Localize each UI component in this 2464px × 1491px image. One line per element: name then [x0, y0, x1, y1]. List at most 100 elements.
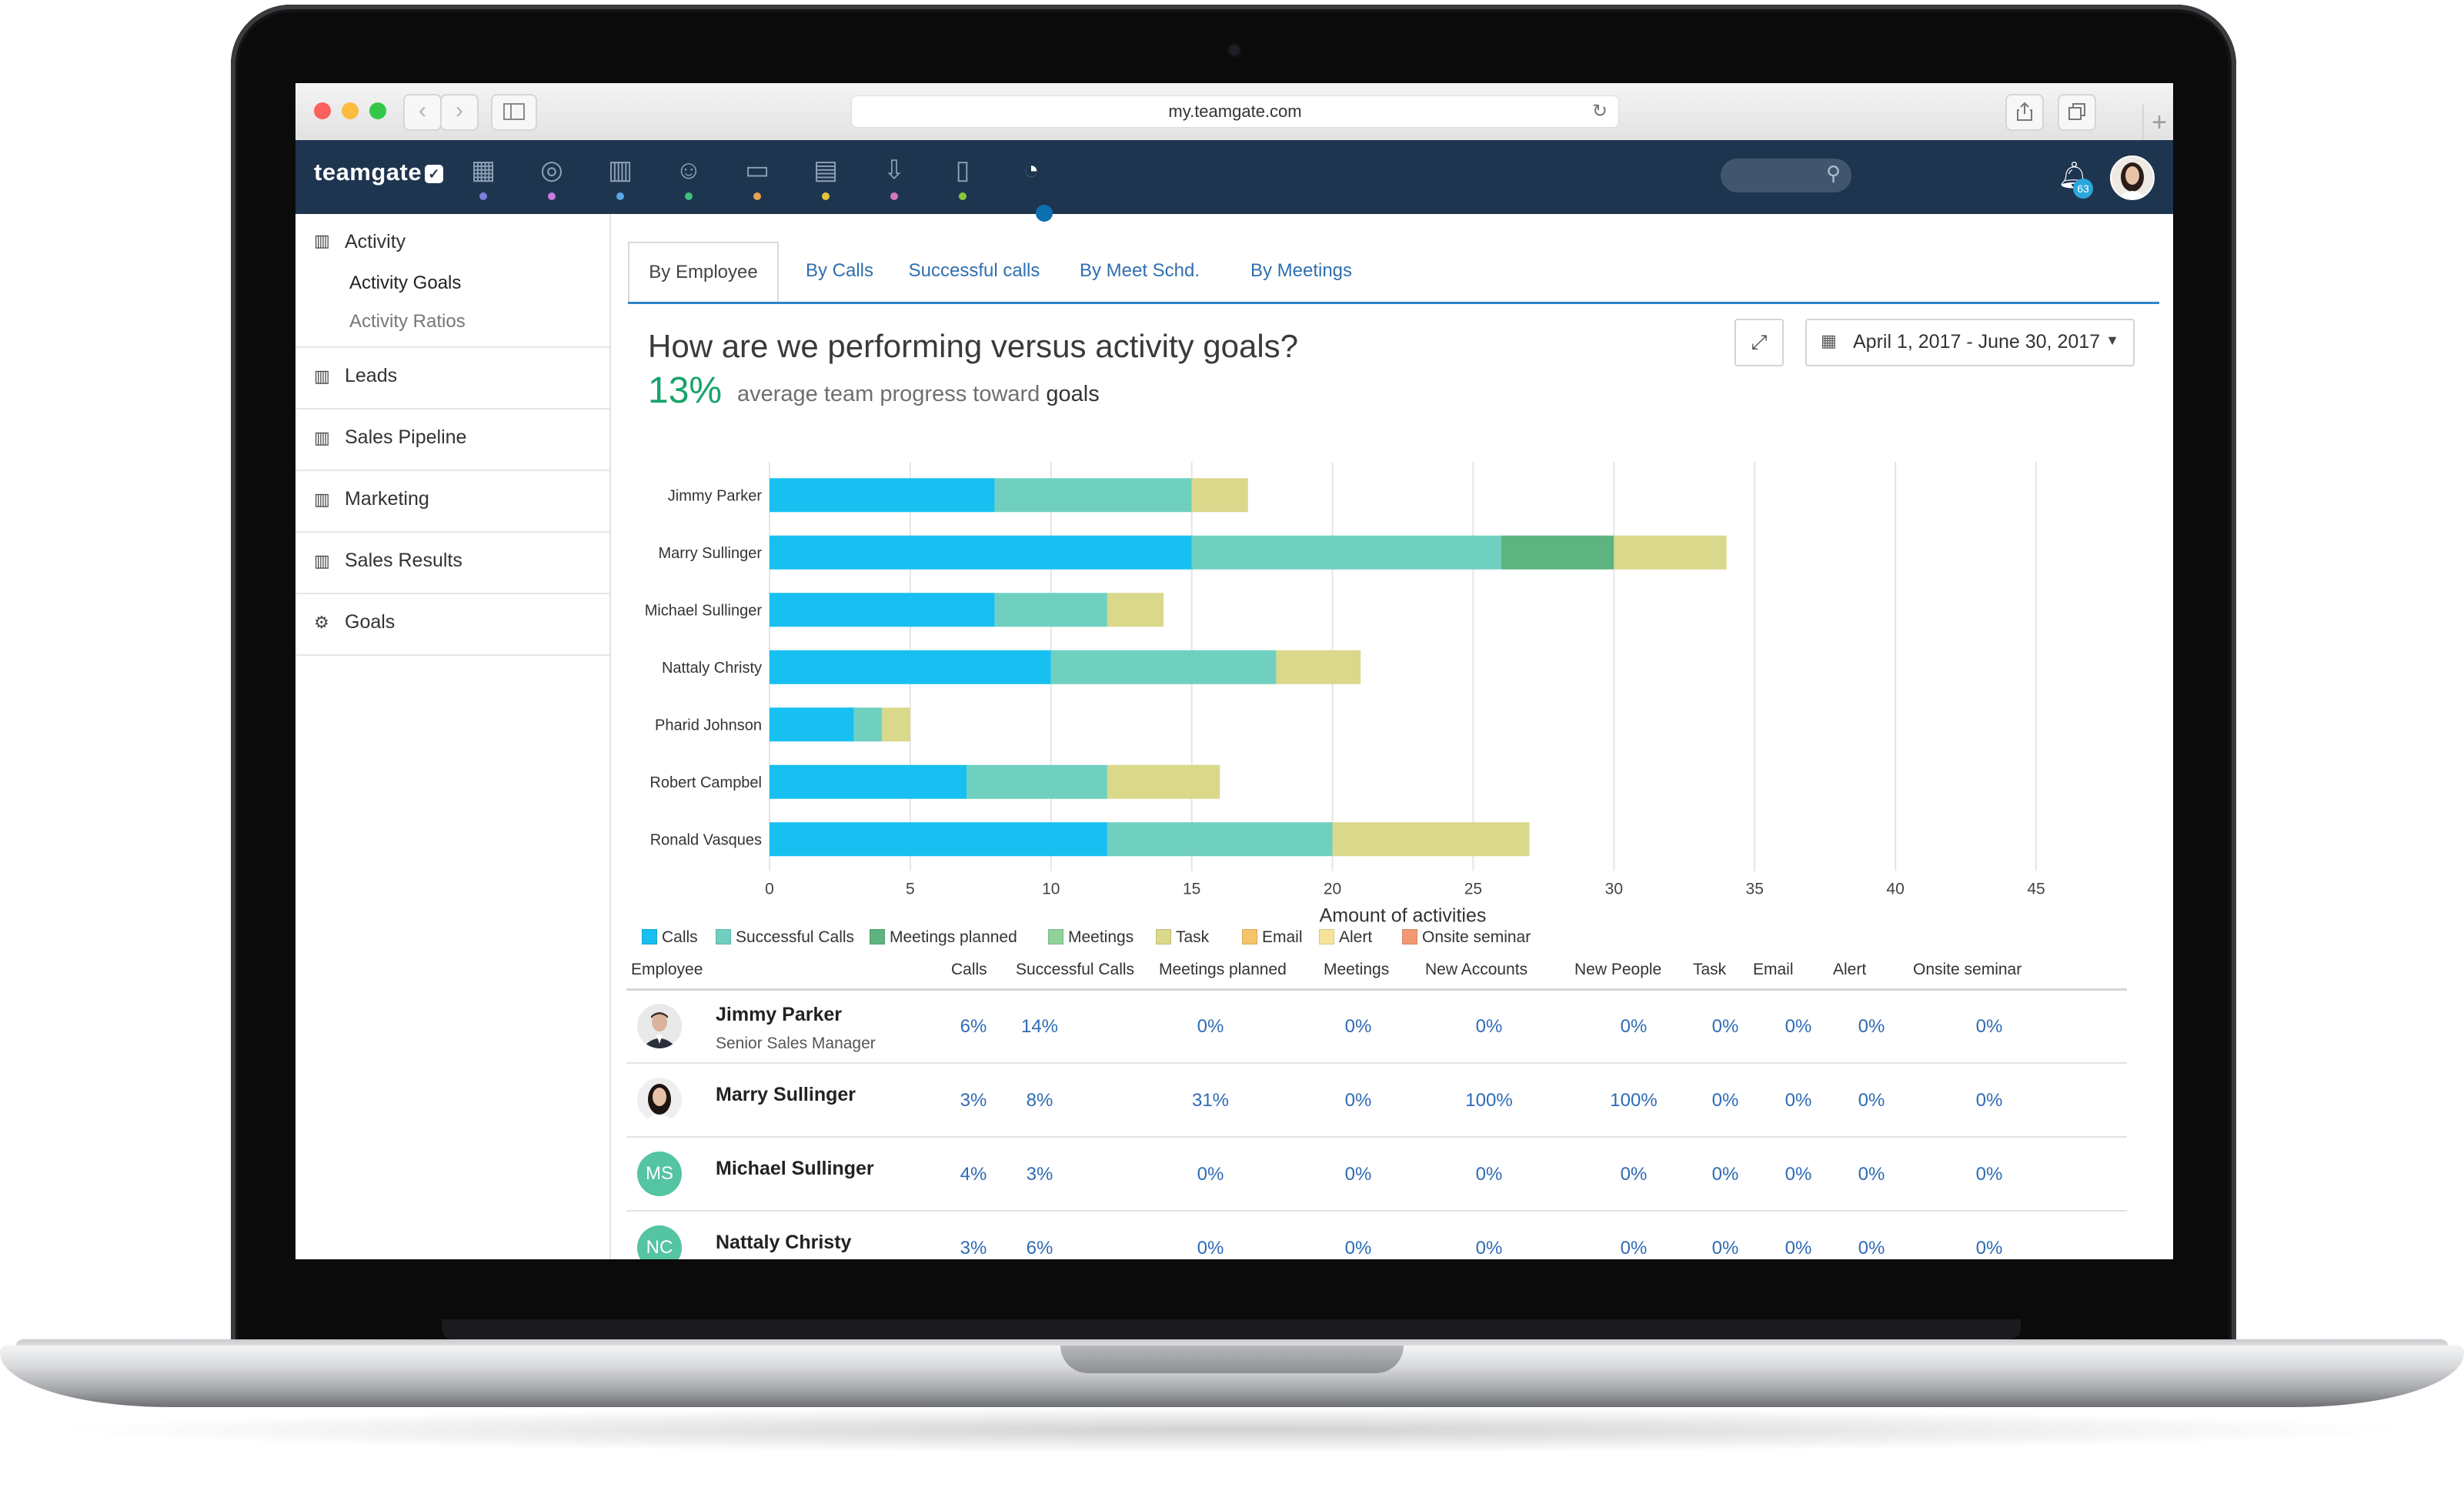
goal-progress-cell[interactable]: 0%	[1858, 1016, 1885, 1037]
goal-progress-cell[interactable]: 0%	[1975, 1016, 2003, 1037]
goal-progress-cell[interactable]: 0%	[1858, 1090, 1885, 1111]
legend-item[interactable]: Task	[1156, 928, 1209, 947]
legend-item[interactable]: Alert	[1319, 928, 1372, 947]
goal-progress-cell[interactable]: 0%	[1620, 1016, 1648, 1037]
goal-progress-cell[interactable]: 0%	[1785, 1016, 1812, 1037]
table-row[interactable]: NC Nattaly Christy 3% 6% 0% 0% 0% 0% 0% 0% 0% 0%	[626, 1210, 2127, 1259]
goal-progress-cell[interactable]: 14%	[1020, 1016, 1059, 1037]
sidebar-subitem-activity-goals[interactable]: Activity Goals	[349, 272, 462, 293]
employee-name[interactable]: Marry Sullinger	[716, 1084, 856, 1105]
tab-by-meet-schd[interactable]: By Meet Schd.	[1079, 260, 1200, 281]
goal-progress-cell[interactable]: 0%	[1344, 1164, 1372, 1185]
legend-item[interactable]: Onsite seminar	[1402, 928, 1531, 947]
goal-progress-cell[interactable]: 0%	[1475, 1164, 1503, 1185]
nav-target-button[interactable]: ◎	[529, 149, 575, 196]
goal-progress-cell[interactable]: 0%	[1711, 1090, 1739, 1111]
nav-inbox-button[interactable]: ⇩	[871, 149, 917, 196]
goal-progress-cell[interactable]: 3%	[1026, 1164, 1053, 1185]
goal-progress-cell[interactable]: 0%	[1197, 1016, 1224, 1037]
legend-item[interactable]: Meetings	[1048, 928, 1134, 947]
maximize-window-button[interactable]	[369, 102, 386, 119]
goal-progress-cell[interactable]: 0%	[1475, 1016, 1503, 1037]
goal-progress-cell[interactable]: 6%	[960, 1016, 987, 1037]
employee-name[interactable]: Michael Sullinger	[716, 1158, 874, 1179]
legend-item[interactable]: Meetings planned	[870, 928, 1017, 947]
bar-chart-icon: ▥	[314, 490, 330, 509]
goal-progress-cell[interactable]: 0%	[1344, 1090, 1372, 1111]
teamgate-logo[interactable]: teamgate ✓	[314, 159, 444, 186]
legend-item[interactable]: Email	[1242, 928, 1303, 947]
goal-progress-cell[interactable]: 100%	[1610, 1090, 1658, 1111]
goal-progress-cell[interactable]: 0%	[1620, 1164, 1648, 1185]
user-photo	[2112, 157, 2153, 199]
goal-progress-cell[interactable]: 0%	[1344, 1238, 1372, 1259]
goal-progress-cell[interactable]: 0%	[1711, 1238, 1739, 1259]
tab-by-employee[interactable]: By Employee	[628, 242, 779, 302]
sidebar-item-sales-results[interactable]: ▥ Sales Results	[295, 533, 609, 594]
goal-progress-cell[interactable]: 0%	[1975, 1090, 2003, 1111]
goal-progress-cell[interactable]: 0%	[1197, 1164, 1224, 1185]
legend-item[interactable]: Calls	[642, 928, 698, 947]
sidebar-subitem-activity-ratios[interactable]: Activity Ratios	[349, 311, 466, 332]
forward-button[interactable]: ›	[440, 94, 479, 131]
goal-progress-cell[interactable]: 0%	[1711, 1164, 1739, 1185]
sidebar-toggle-button[interactable]	[491, 94, 537, 131]
share-button[interactable]	[2005, 94, 2044, 131]
date-range-picker[interactable]: ▦ April 1, 2017 - June 30, 2017 ▼	[1805, 319, 2135, 366]
nav-clipboard-button[interactable]: ▯	[940, 149, 986, 196]
nav-contacts-button[interactable]: ☺	[666, 149, 712, 196]
global-search-input[interactable]: ⚲	[1721, 159, 1851, 192]
user-avatar[interactable]	[2110, 155, 2155, 200]
goal-progress-cell[interactable]: 0%	[1785, 1238, 1812, 1259]
table-row[interactable]: MS Michael Sullinger 4% 3% 0% 0% 0% 0% 0% 0% 0% 0%	[626, 1136, 2127, 1212]
goal-progress-cell[interactable]: 0%	[1785, 1090, 1812, 1111]
legend-item[interactable]: Successful Calls	[716, 928, 854, 947]
tab-successful-calls[interactable]: Successful calls	[908, 260, 1040, 281]
new-tab-button[interactable]: +	[2142, 105, 2173, 140]
sidebar-item-marketing[interactable]: ▥ Marketing	[295, 471, 609, 533]
goal-progress-cell[interactable]: 31%	[1191, 1090, 1230, 1111]
goal-progress-cell[interactable]: 100%	[1465, 1090, 1513, 1111]
employee-name[interactable]: Nattaly Christy	[716, 1232, 852, 1253]
nav-calendar-button[interactable]: ▤	[803, 149, 849, 196]
address-bar[interactable]: my.teamgate.com ↻	[851, 95, 1619, 128]
minimize-window-button[interactable]	[342, 102, 359, 119]
goal-progress-cell[interactable]: 6%	[1026, 1238, 1053, 1259]
goal-progress-cell[interactable]: 3%	[960, 1238, 987, 1259]
employee-name[interactable]: Jimmy Parker	[716, 1004, 843, 1025]
nav-briefcase-button[interactable]: ▭	[734, 149, 780, 196]
bar-segment	[770, 764, 967, 799]
tabs-overview-button[interactable]	[2058, 94, 2096, 131]
table-row[interactable]: Jimmy Parker Senior Sales Manager 6% 14% 0% 0…	[626, 988, 2127, 1064]
close-window-button[interactable]	[314, 102, 331, 119]
table-row[interactable]: Marry Sullinger 3% 8% 31% 0% 100% 100% 0% 0% 0% 0%	[626, 1062, 2127, 1138]
reload-icon[interactable]: ↻	[1591, 101, 1608, 122]
tab-by-meetings[interactable]: By Meetings	[1250, 260, 1353, 281]
goal-progress-cell[interactable]: 0%	[1197, 1238, 1224, 1259]
nav-reports-pie-button[interactable]: ◔	[1008, 149, 1054, 196]
goal-progress-cell[interactable]: 0%	[1344, 1016, 1372, 1037]
back-button[interactable]: ‹	[403, 94, 442, 131]
nav-building-button[interactable]: ▥	[597, 149, 643, 196]
goal-progress-cell[interactable]: 0%	[1975, 1238, 2003, 1259]
legend-swatch	[1402, 929, 1417, 944]
nav-dashboard-button[interactable]: ▦	[460, 149, 506, 196]
x-tick-label: 45	[2027, 881, 2045, 898]
sidebar-item-activity[interactable]: ▥ Activity	[295, 223, 609, 262]
expand-button[interactable]: ⤢	[1734, 319, 1784, 366]
goal-progress-cell[interactable]: 3%	[960, 1090, 987, 1111]
goal-progress-cell[interactable]: 0%	[1975, 1164, 2003, 1185]
sidebar-item-goals[interactable]: ⚙ Goals	[295, 594, 609, 656]
goal-progress-cell[interactable]: 8%	[1026, 1090, 1053, 1111]
goal-progress-cell[interactable]: 4%	[960, 1164, 987, 1185]
sidebar-item-leads[interactable]: ▥ Leads	[295, 348, 609, 410]
goal-progress-cell[interactable]: 0%	[1711, 1016, 1739, 1037]
sidebar-item-sales-pipeline[interactable]: ▥ Sales Pipeline	[295, 410, 609, 471]
logo-badge-icon: ✓	[425, 164, 444, 183]
goal-progress-cell[interactable]: 0%	[1858, 1164, 1885, 1185]
goal-progress-cell[interactable]: 0%	[1858, 1238, 1885, 1259]
tab-by-calls[interactable]: By Calls	[805, 260, 874, 281]
goal-progress-cell[interactable]: 0%	[1785, 1164, 1812, 1185]
goal-progress-cell[interactable]: 0%	[1475, 1238, 1503, 1259]
goal-progress-cell[interactable]: 0%	[1620, 1238, 1648, 1259]
